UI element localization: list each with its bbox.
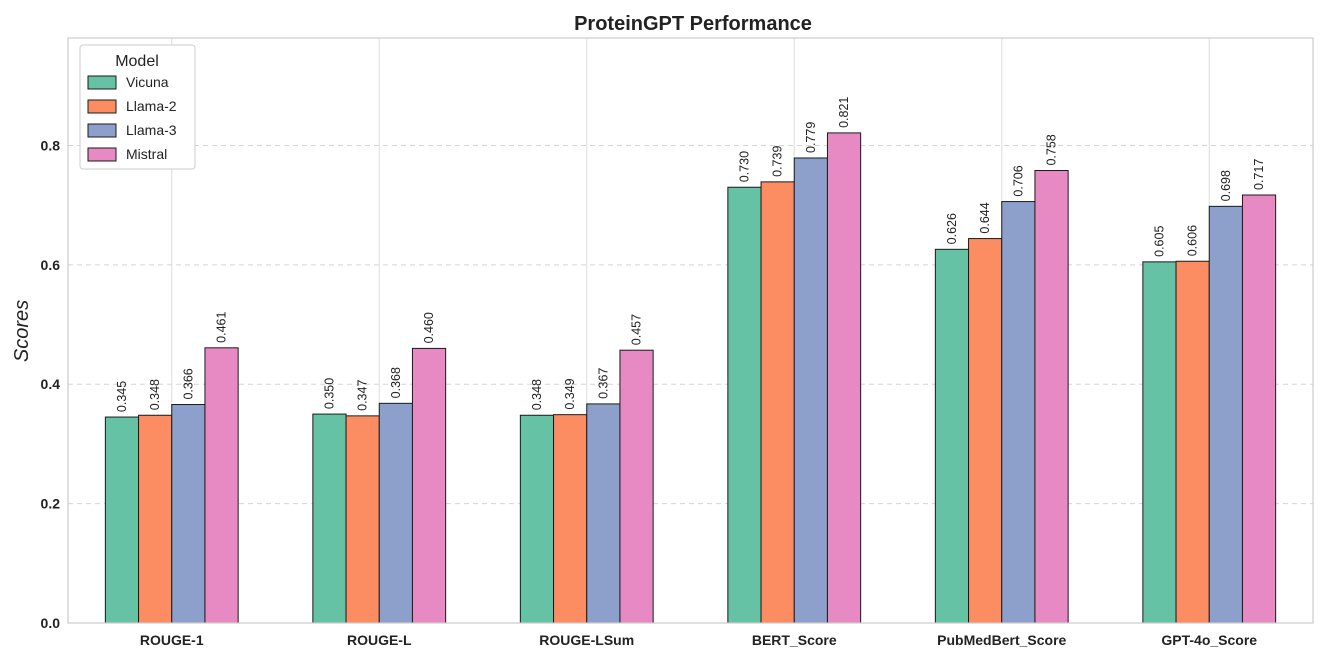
bar <box>727 186 762 624</box>
bar-value-label: 0.717 <box>1252 159 1266 190</box>
bar <box>1142 261 1177 624</box>
y-tick-label: 0.4 <box>41 376 61 392</box>
bar <box>519 414 555 624</box>
bar-value-label: 0.605 <box>1152 226 1166 257</box>
legend-swatch <box>87 123 117 138</box>
bar <box>793 157 828 624</box>
bar-value-label: 0.367 <box>596 368 610 399</box>
bar <box>586 403 621 624</box>
bar-value-label: 0.460 <box>422 312 436 343</box>
bar <box>104 416 140 624</box>
bar-value-label: 0.457 <box>630 314 644 345</box>
bar-value-label: 0.739 <box>771 146 785 177</box>
bar-value-label: 0.730 <box>737 151 751 182</box>
bar-value-label: 0.644 <box>978 202 992 233</box>
bars: 0.345 0.348 0.366 0.461 0.350 0.347 0.368 0.460… <box>104 97 1277 624</box>
y-axis-label: Scores <box>11 300 33 362</box>
bar <box>619 349 654 624</box>
bar <box>204 347 239 624</box>
legend-title: Model <box>115 53 159 70</box>
x-category-label: ROUGE-LSum <box>539 632 634 648</box>
x-category-label: GPT-4o_Score <box>1161 632 1257 648</box>
chart-title: ProteinGPT Performance <box>574 13 812 35</box>
x-category-label: ROUGE-L <box>347 632 412 648</box>
bar <box>1208 205 1243 624</box>
x-category-label: BERT_Score <box>752 632 837 648</box>
bar <box>553 414 588 624</box>
bar-value-label: 0.461 <box>215 311 229 342</box>
bar-value-label: 0.626 <box>945 213 959 244</box>
bar-value-label: 0.758 <box>1045 134 1059 165</box>
bar-value-label: 0.350 <box>322 378 336 409</box>
legend-entry-label: Llama-3 <box>126 122 177 138</box>
bar-value-label: 0.366 <box>181 368 195 399</box>
bar-value-label: 0.821 <box>837 97 851 128</box>
y-tick-label: 0.0 <box>41 615 61 631</box>
bar-value-label: 0.606 <box>1186 225 1200 256</box>
legend-entry-label: Llama-2 <box>126 98 177 114</box>
bar <box>1241 194 1277 624</box>
legend: Model Vicuna Llama-2 Llama-3 Mistral <box>79 44 196 170</box>
bar <box>312 413 347 624</box>
bar <box>411 347 447 624</box>
bar-value-label: 0.698 <box>1219 170 1233 201</box>
legend-entry-label: Vicuna <box>126 74 169 90</box>
bar <box>826 132 862 624</box>
bar <box>934 248 970 624</box>
y-tick-label: 0.8 <box>41 137 61 153</box>
bar-value-label: 0.706 <box>1011 165 1025 196</box>
x-category-label: ROUGE-1 <box>140 632 204 648</box>
y-tick-label: 0.6 <box>41 257 61 273</box>
bar <box>968 238 1003 624</box>
grid-lines <box>68 38 1313 623</box>
bar <box>1001 201 1036 624</box>
bar <box>1175 260 1210 624</box>
bar <box>345 415 380 624</box>
x-category-label: PubMedBert_Score <box>937 632 1066 648</box>
bar-value-label: 0.348 <box>530 379 544 410</box>
bar-value-label: 0.779 <box>804 122 818 153</box>
legend-entry-label: Mistral <box>126 146 167 162</box>
bar-value-label: 0.345 <box>115 381 129 412</box>
bar <box>138 414 173 624</box>
legend-swatch <box>87 75 117 90</box>
x-axis-categories: ROUGE-1 ROUGE-L ROUGE-LSum BERT_Score PubMed… <box>140 632 1257 648</box>
bar-value-label: 0.347 <box>356 380 370 411</box>
bar <box>1034 170 1069 624</box>
legend-swatch <box>87 99 117 114</box>
legend-swatch <box>87 147 117 162</box>
bar <box>378 402 413 624</box>
bar-value-label: 0.349 <box>563 378 577 409</box>
y-tick-label: 0.2 <box>41 496 61 512</box>
bar-value-label: 0.368 <box>389 367 403 398</box>
y-axis-ticks: 0.0 0.2 0.4 0.6 0.8 <box>41 137 61 631</box>
plot-frame <box>67 37 1314 624</box>
bar <box>760 181 795 624</box>
bar-value-label: 0.348 <box>148 379 162 410</box>
bar <box>171 404 206 624</box>
